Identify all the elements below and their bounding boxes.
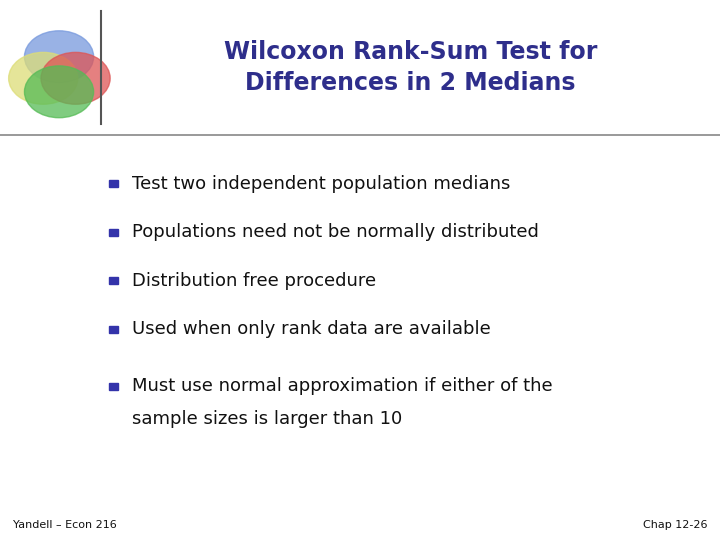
Text: Must use normal approximation if either of the: Must use normal approximation if either …: [132, 377, 552, 395]
Text: Test two independent population medians: Test two independent population medians: [132, 174, 510, 193]
Circle shape: [41, 52, 110, 104]
FancyBboxPatch shape: [109, 278, 119, 284]
Text: Chap 12-26: Chap 12-26: [642, 520, 707, 530]
Circle shape: [24, 66, 94, 118]
Circle shape: [24, 31, 94, 83]
Circle shape: [9, 52, 78, 104]
FancyBboxPatch shape: [109, 180, 119, 187]
FancyBboxPatch shape: [109, 382, 119, 390]
Text: Yandell – Econ 216: Yandell – Econ 216: [13, 520, 117, 530]
Text: Distribution free procedure: Distribution free procedure: [132, 272, 376, 290]
Text: Wilcoxon Rank-Sum Test for
Differences in 2 Medians: Wilcoxon Rank-Sum Test for Differences i…: [224, 40, 597, 95]
Text: Populations need not be normally distributed: Populations need not be normally distrib…: [132, 223, 539, 241]
FancyBboxPatch shape: [109, 229, 119, 235]
FancyBboxPatch shape: [109, 326, 119, 333]
Text: sample sizes is larger than 10: sample sizes is larger than 10: [132, 409, 402, 428]
Text: Used when only rank data are available: Used when only rank data are available: [132, 320, 490, 339]
